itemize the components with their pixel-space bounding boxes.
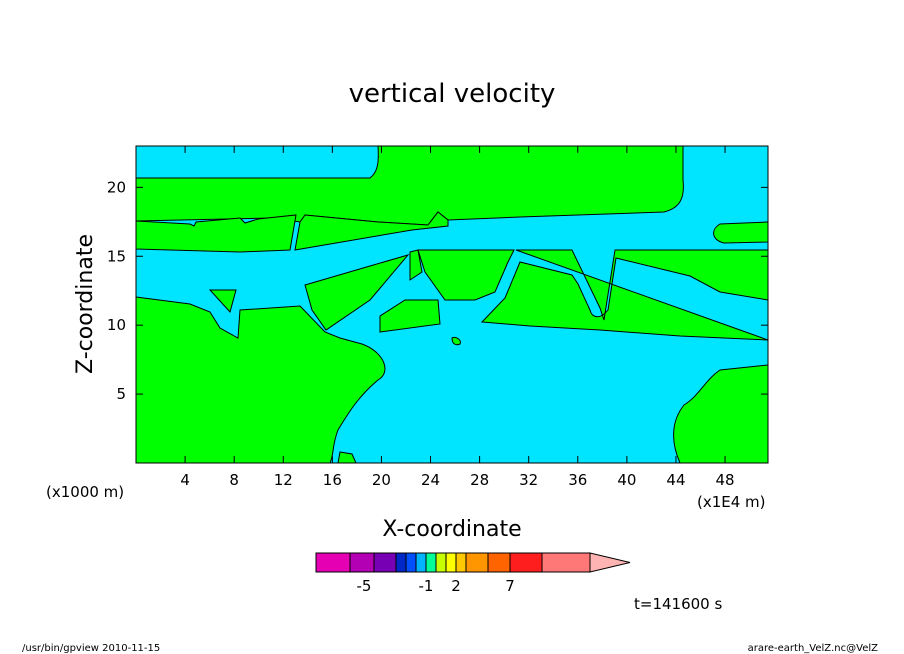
colorbar-segment (373, 552, 397, 573)
x-tick-label: 40 (617, 471, 636, 489)
colorbar-segment (349, 552, 375, 573)
center-ridge-small (409, 249, 423, 281)
colorbar-arrow (589, 552, 631, 573)
footer-right: arare-earth_VelZ.nc@VelZ (748, 643, 879, 654)
positive-velocity-regions (135, 145, 769, 464)
colorbar-segment (405, 552, 417, 573)
center-lower-blob (379, 299, 441, 333)
x-tick-label: 24 (421, 471, 440, 489)
lower-right-positive-region (673, 364, 769, 464)
lower-left-positive-region (135, 296, 386, 464)
y-tick-label: 5 (116, 385, 126, 403)
x-tick-label: 16 (323, 471, 342, 489)
x-tick-label: 48 (716, 471, 735, 489)
y-axis-label: Z-coordinate (73, 234, 98, 374)
colorbar-segment (435, 552, 447, 573)
footer-left: /usr/bin/gpview 2010-11-15 (22, 643, 160, 654)
colorbar-tick-label: -1 (419, 577, 434, 595)
colorbar-segment (415, 552, 427, 573)
small-left-lobe (208, 289, 237, 314)
chart-title: vertical velocity (349, 79, 556, 109)
x-axis-ticks: 4 8 12 16 20 24 28 32 36 40 44 48 (180, 146, 735, 489)
colorbar-segment (509, 552, 543, 573)
x-tick-label: 12 (274, 471, 293, 489)
x-axis-label: X-coordinate (382, 517, 521, 542)
center-ridge-left (304, 254, 410, 331)
x-tick-label: 28 (470, 471, 489, 489)
y-tick-label: 20 (107, 178, 126, 196)
colorbar-segment (445, 552, 457, 573)
x-tick-label: 32 (519, 471, 538, 489)
colorbar-tick-label: 7 (505, 577, 515, 595)
x-tick-label: 4 (180, 471, 190, 489)
upper-band-middle (294, 211, 449, 251)
x-tick-label: 20 (372, 471, 391, 489)
colorbar-tick-label: -5 (357, 577, 372, 595)
right-edge-cap (713, 221, 769, 244)
plot-frame (135, 145, 769, 464)
y-tick-label: 15 (107, 247, 126, 265)
colorbar: -5 -1 2 7 (315, 552, 631, 595)
x-unit-left: (x1000 m) (46, 483, 124, 501)
colorbar-segment (541, 552, 591, 573)
x-unit-right: (x1E4 m) (697, 493, 766, 511)
time-label: t=141600 s (634, 595, 722, 613)
y-tick-label: 10 (107, 316, 126, 334)
colorbar-segment (315, 552, 351, 573)
colorbar-segment (487, 552, 511, 573)
colorbar-segment (395, 552, 407, 573)
colorbar-segment (455, 552, 467, 573)
colorbar-segment (465, 552, 489, 573)
colorbar-segment (425, 552, 437, 573)
x-tick-label: 44 (666, 471, 685, 489)
x-tick-label: 36 (568, 471, 587, 489)
colorbar-tick-label: 2 (451, 577, 461, 595)
x-tick-label: 8 (229, 471, 239, 489)
tiny-center-spot (451, 337, 461, 346)
y-axis-ticks: 5 10 15 20 (107, 178, 768, 403)
center-ridge-large (417, 249, 515, 301)
upper-band-left (135, 214, 297, 253)
